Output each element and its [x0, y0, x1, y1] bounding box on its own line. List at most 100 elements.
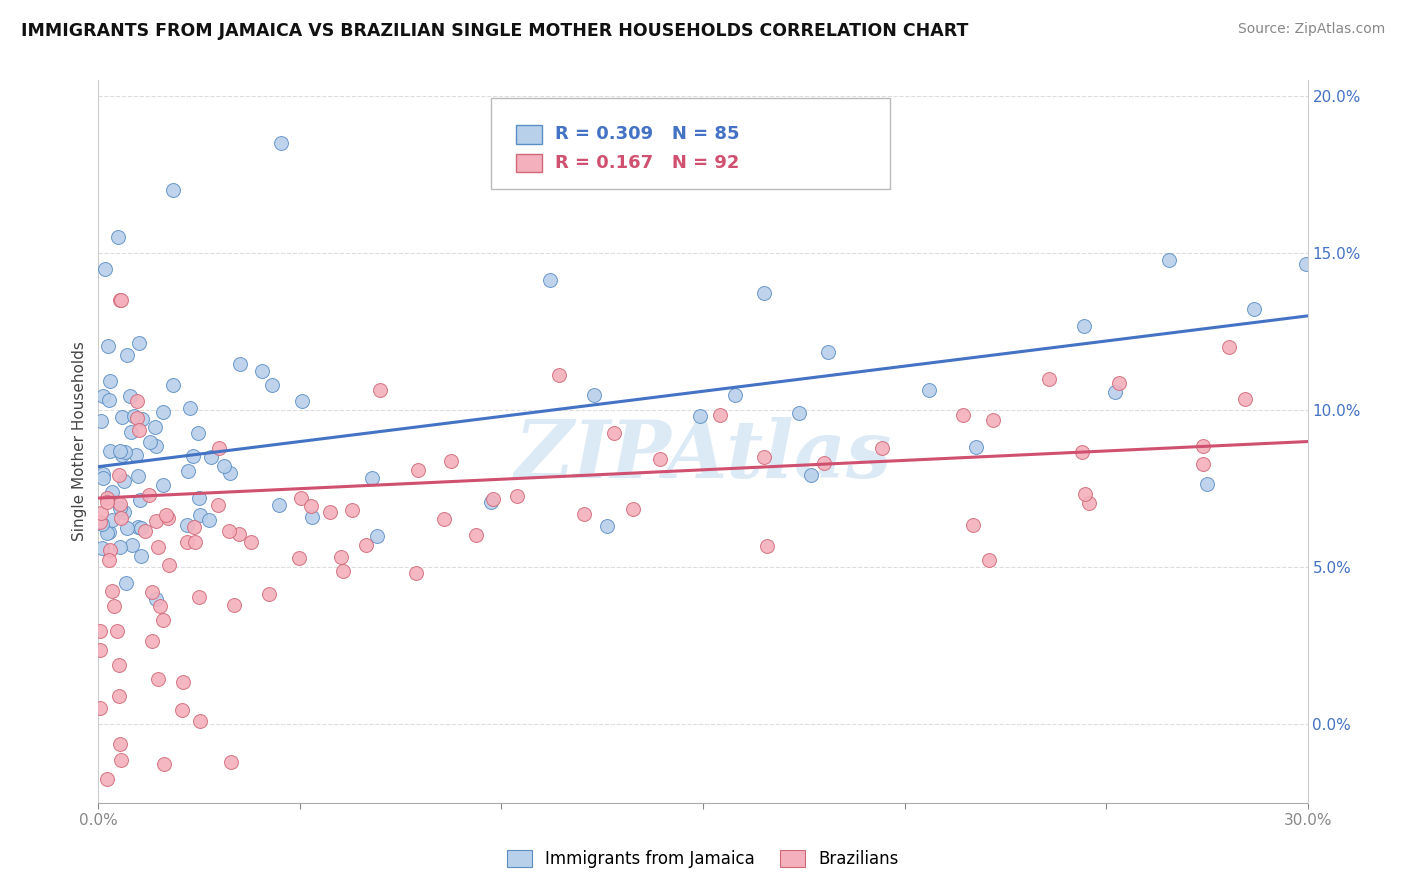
- Point: [108, 467, 131, 482]
- Point: [709, 409, 731, 423]
- Point: [229, 357, 252, 371]
- Point: [219, 755, 242, 769]
- Point: [101, 513, 124, 527]
- Point: [108, 658, 131, 673]
- Point: [128, 335, 150, 350]
- Point: [918, 383, 941, 397]
- Point: [198, 513, 221, 527]
- Point: [800, 468, 823, 483]
- Point: [962, 518, 984, 533]
- Point: [181, 449, 204, 463]
- Point: [583, 388, 606, 402]
- Point: [787, 406, 810, 420]
- Point: [108, 497, 131, 511]
- Point: [208, 441, 231, 455]
- Point: [141, 634, 163, 648]
- Point: [129, 521, 152, 535]
- Point: [118, 389, 141, 403]
- Point: [110, 753, 132, 767]
- Point: [97, 339, 120, 353]
- Point: [131, 412, 153, 426]
- Point: [408, 463, 430, 477]
- Point: [250, 364, 273, 378]
- Point: [288, 551, 311, 566]
- Point: [506, 489, 529, 503]
- Point: [91, 389, 114, 403]
- Point: [170, 703, 193, 717]
- Point: [724, 388, 747, 402]
- Point: [177, 464, 200, 478]
- Point: [176, 535, 198, 549]
- Point: [125, 393, 148, 408]
- Point: [115, 348, 138, 362]
- Point: [572, 507, 595, 521]
- Point: [96, 495, 118, 509]
- Point: [361, 471, 384, 485]
- Text: Source: ZipAtlas.com: Source: ZipAtlas.com: [1237, 22, 1385, 37]
- Point: [152, 478, 174, 492]
- Y-axis label: Single Mother Households: Single Mother Households: [72, 342, 87, 541]
- Point: [138, 488, 160, 502]
- Point: [650, 452, 672, 467]
- Point: [108, 540, 131, 554]
- Point: [157, 558, 180, 573]
- Point: [981, 413, 1004, 427]
- Point: [128, 492, 150, 507]
- Legend: Immigrants from Jamaica, Brazilians: Immigrants from Jamaica, Brazilians: [501, 843, 905, 875]
- Point: [89, 642, 111, 657]
- Point: [188, 590, 211, 604]
- Point: [1073, 487, 1095, 501]
- Point: [105, 624, 128, 639]
- Point: [110, 448, 132, 462]
- Point: [108, 444, 131, 458]
- Point: [149, 599, 172, 614]
- Point: [90, 506, 112, 520]
- Point: [479, 495, 502, 509]
- Point: [1071, 445, 1094, 459]
- Point: [813, 456, 835, 470]
- Point: [1157, 252, 1180, 267]
- Point: [146, 673, 169, 687]
- Point: [301, 510, 323, 524]
- Point: [110, 500, 132, 515]
- Point: [354, 537, 377, 551]
- Point: [1192, 457, 1215, 471]
- Point: [188, 714, 211, 728]
- Point: [152, 613, 174, 627]
- Point: [157, 510, 180, 524]
- Point: [183, 520, 205, 534]
- Point: [110, 737, 132, 751]
- Point: [100, 443, 122, 458]
- Point: [752, 450, 775, 464]
- Point: [187, 426, 209, 441]
- Point: [318, 505, 340, 519]
- Point: [96, 772, 118, 786]
- Point: [212, 459, 235, 474]
- Point: [1295, 257, 1317, 271]
- Point: [121, 538, 143, 552]
- Point: [176, 518, 198, 533]
- Point: [291, 393, 314, 408]
- Point: [145, 591, 167, 606]
- Point: [596, 519, 619, 533]
- Point: [464, 527, 486, 541]
- Point: [89, 624, 111, 638]
- Point: [110, 293, 132, 308]
- Point: [145, 439, 167, 453]
- Point: [440, 454, 463, 468]
- Point: [548, 368, 571, 383]
- Point: [218, 524, 240, 538]
- Point: [952, 408, 974, 422]
- Point: [755, 539, 778, 553]
- Text: IMMIGRANTS FROM JAMAICA VS BRAZILIAN SINGLE MOTHER HOUSEHOLDS CORRELATION CHART: IMMIGRANTS FROM JAMAICA VS BRAZILIAN SIN…: [21, 22, 969, 40]
- Point: [114, 575, 136, 590]
- Point: [366, 529, 388, 543]
- Point: [129, 549, 152, 563]
- Point: [621, 501, 644, 516]
- Point: [240, 535, 263, 549]
- Point: [138, 435, 160, 450]
- Point: [602, 425, 624, 440]
- Point: [143, 420, 166, 434]
- Point: [152, 757, 174, 772]
- Point: [103, 599, 125, 613]
